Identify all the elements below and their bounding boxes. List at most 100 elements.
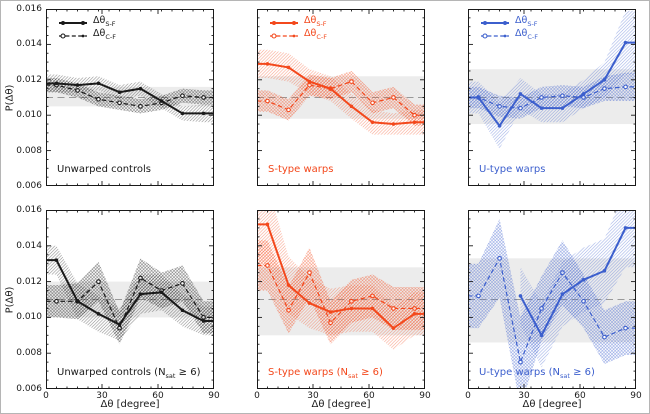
- sf-error-band: [257, 210, 425, 350]
- sf-marker: [75, 299, 80, 304]
- x-tick-label: 0: [43, 391, 49, 401]
- sf-legend-glyph: [481, 20, 509, 25]
- x-tick-label: 30: [518, 391, 530, 401]
- y-axis-label-bottom-row: P(Δθ): [4, 286, 16, 314]
- cf-marker: [370, 100, 375, 106]
- sf-marker: [518, 92, 523, 96]
- sf-legend-glyph: [59, 20, 87, 25]
- x-tick-label: 30: [307, 391, 319, 401]
- panel-frame: [468, 9, 636, 186]
- sf-marker: [623, 226, 628, 230]
- panel-frame: [46, 210, 214, 389]
- sf-marker: [370, 306, 375, 311]
- sf-marker: [96, 312, 101, 316]
- sf-marker: [539, 106, 544, 110]
- sf-marker: [180, 308, 185, 313]
- x-tick-label: 90: [208, 391, 220, 401]
- panel-caption: S-type warps: [268, 164, 334, 175]
- legend-item: ΔθS-F: [269, 15, 327, 29]
- cf-marker: [286, 107, 291, 113]
- y-tick-label: 0.014: [16, 39, 42, 50]
- x-tick-label: 0: [465, 391, 471, 401]
- sf-marker: [265, 62, 270, 66]
- sf-marker: [370, 120, 375, 125]
- cf-marker: [518, 359, 523, 365]
- sf-marker: [96, 81, 101, 86]
- legend-item: ΔθC-F: [269, 28, 327, 42]
- y-tick-label: 0.008: [16, 145, 42, 156]
- panel-caption: Unwarped controls (Nsat ≥ 6): [57, 367, 201, 380]
- panel-frame: [468, 210, 636, 389]
- sf-marker: [602, 78, 607, 82]
- panel-unwarped-controls-nsat6: [46, 210, 214, 389]
- cf-marker: [117, 100, 122, 106]
- legend-label: ΔθC-F: [304, 28, 327, 41]
- sf-legend-glyph: [270, 20, 298, 25]
- sf-marker: [201, 319, 206, 323]
- legend: ΔθS-F ΔθC-F: [269, 15, 327, 42]
- cf-marker: [307, 270, 312, 276]
- sf-marker: [138, 86, 143, 91]
- panel-u-type-warps-nsat6: [468, 210, 636, 389]
- sf-line: [257, 223, 425, 330]
- sf-marker: [286, 283, 291, 287]
- x-axis-label-middle: Δθ [degree]: [311, 399, 371, 410]
- sf-marker: [518, 294, 523, 298]
- y-tick-label: 0.012: [16, 74, 42, 85]
- sf-marker: [159, 290, 164, 295]
- sf-error-band: [46, 74, 214, 123]
- legend-label: ΔθS-F: [515, 15, 538, 28]
- sf-marker: [54, 258, 59, 262]
- x-axis-label-right: Δθ [degree]: [522, 399, 582, 410]
- sf-marker: [476, 95, 481, 100]
- panel-s-type-warps-nsat6: [257, 210, 425, 389]
- cf-marker: [265, 98, 270, 104]
- cf-legend-glyph: [481, 32, 509, 39]
- x-tick-label: 90: [419, 391, 431, 401]
- cf-marker: [602, 334, 607, 340]
- panel-frame: [257, 9, 425, 186]
- y-tick-label: 0.010: [16, 110, 42, 121]
- x-tick-label: 90: [630, 391, 642, 401]
- y-tick-label: 0.006: [16, 181, 42, 191]
- y-tick-label: 0.008: [16, 348, 42, 359]
- sf-marker: [201, 111, 206, 116]
- panel-u-type-warps: [468, 9, 636, 186]
- panel-caption: U-type warps: [479, 164, 546, 175]
- cf-marker: [623, 325, 628, 331]
- cf-legend-glyph: [59, 32, 87, 39]
- sf-marker: [159, 99, 164, 103]
- sf-marker: [391, 122, 396, 126]
- sf-marker: [412, 120, 417, 125]
- sf-marker: [180, 111, 185, 116]
- y-tick-label: 0.016: [16, 205, 42, 215]
- cf-marker: [476, 293, 481, 299]
- cf-marker: [497, 255, 502, 261]
- sf-marker: [623, 40, 628, 45]
- sf-marker: [265, 222, 270, 227]
- legend-item: ΔθC-F: [480, 28, 538, 42]
- x-tick-label: 60: [152, 391, 164, 401]
- sf-marker: [560, 106, 565, 110]
- sf-marker: [307, 301, 312, 305]
- sf-error-band: [46, 245, 214, 341]
- sf-line: [257, 62, 425, 126]
- sf-error-band: [520, 210, 636, 368]
- panel-caption: Unwarped controls: [57, 164, 151, 175]
- cf-marker: [623, 84, 628, 90]
- legend-label: ΔθC-F: [515, 28, 538, 41]
- legend-label: ΔθS-F: [304, 15, 327, 28]
- sf-marker: [560, 292, 565, 296]
- x-tick-label: 60: [574, 391, 586, 401]
- panel-caption: U-type warps (Nsat ≥ 6): [479, 367, 595, 380]
- legend-item: ΔθS-F: [58, 15, 116, 29]
- sf-marker: [581, 92, 586, 96]
- panel-s-type-warps: [257, 9, 425, 186]
- sf-marker: [54, 81, 59, 86]
- y-axis-label-top-row: P(Δθ): [4, 84, 16, 112]
- panel-frame: [46, 9, 214, 186]
- panel-frame: [257, 210, 425, 389]
- x-tick-label: 60: [363, 391, 375, 401]
- sf-line: [46, 82, 214, 115]
